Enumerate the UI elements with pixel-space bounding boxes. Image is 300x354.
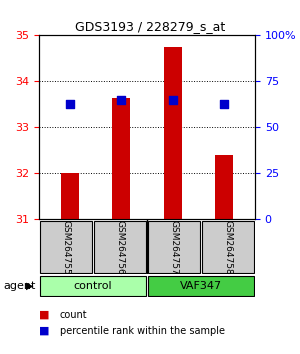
Text: GSM264755: GSM264755: [61, 219, 70, 274]
Text: GDS3193 / 228279_s_at: GDS3193 / 228279_s_at: [75, 20, 225, 33]
Text: GSM264756: GSM264756: [116, 219, 124, 274]
Point: [222, 101, 226, 106]
FancyBboxPatch shape: [94, 221, 146, 273]
Text: ■: ■: [39, 326, 50, 336]
Bar: [215, 155, 233, 219]
Bar: [164, 47, 182, 219]
Text: GSM264758: GSM264758: [224, 219, 232, 274]
Text: GSM264757: GSM264757: [169, 219, 178, 274]
FancyBboxPatch shape: [40, 275, 146, 296]
Bar: [61, 173, 79, 219]
Point: [68, 101, 72, 106]
FancyBboxPatch shape: [40, 221, 92, 273]
Point: [119, 97, 124, 103]
Text: count: count: [60, 310, 88, 320]
FancyBboxPatch shape: [202, 221, 254, 273]
FancyBboxPatch shape: [148, 221, 200, 273]
Text: VAF347: VAF347: [180, 281, 222, 291]
Text: percentile rank within the sample: percentile rank within the sample: [60, 326, 225, 336]
Text: ■: ■: [39, 310, 50, 320]
Text: agent: agent: [3, 281, 35, 291]
FancyBboxPatch shape: [148, 275, 254, 296]
Bar: [112, 98, 130, 219]
Text: control: control: [74, 281, 112, 291]
Point: [170, 97, 175, 103]
Text: ▶: ▶: [26, 281, 33, 291]
